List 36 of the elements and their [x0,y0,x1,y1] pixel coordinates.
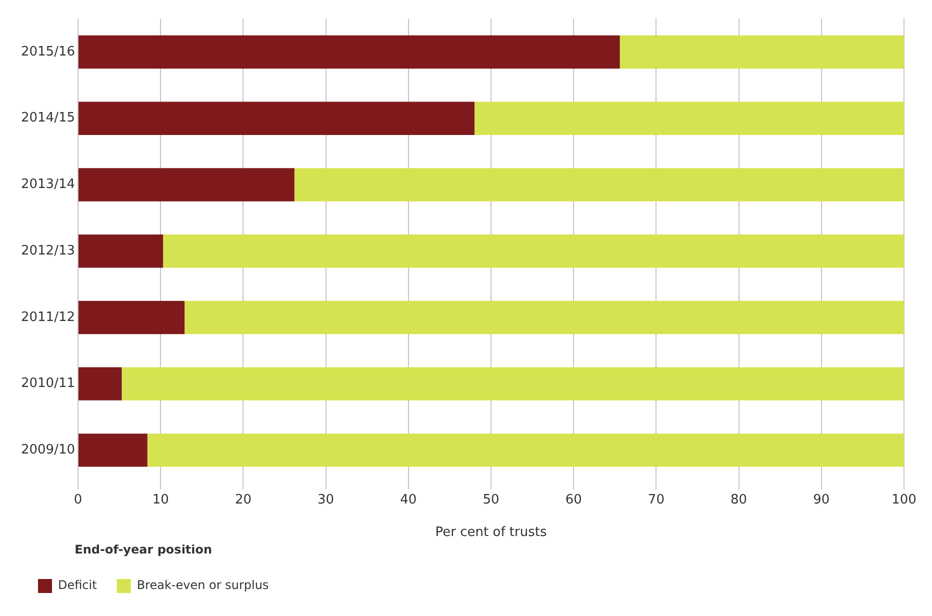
bar [122,367,904,400]
x-tick-label: 70 [648,492,664,508]
bar [147,434,904,467]
bar [294,168,904,202]
y-tick-label: 2009/10 [20,442,76,458]
bar [78,434,148,467]
legend-label: Deficit [58,578,98,592]
y-tick-label: 2015/16 [20,44,76,60]
x-tick-label: 20 [234,492,252,508]
x-tick-label: 30 [318,492,334,508]
x-axis-title: Per cent of trusts [435,525,547,540]
legend-title: End-of-year position [74,542,212,557]
x-tick-label: 100 [892,492,916,508]
y-tick-label: 2012/13 [20,243,76,258]
x-tick-label: 50 [482,492,500,508]
bar [78,367,122,400]
legend-label: Break-even or surplus [136,578,269,592]
bar [78,102,474,135]
x-tick-label: 10 [152,492,169,508]
bar [163,234,904,268]
y-tick-label: 2010/11 [20,376,76,392]
x-tick-label: 60 [565,492,582,508]
bar [474,102,904,135]
bar [184,300,904,334]
x-tick-label: 0 [74,492,82,508]
x-tick-label: 90 [813,492,830,508]
x-tick-label: 40 [400,492,417,508]
bar [78,300,185,334]
bar [620,35,904,69]
y-tick-label: 2011/12 [20,310,76,325]
y-tick-label: 2013/14 [20,177,76,192]
bar [78,168,294,202]
x-tick-label: 80 [730,492,748,508]
y-tick-label: 2014/15 [20,110,76,126]
bar [78,35,620,69]
bar [78,234,164,268]
